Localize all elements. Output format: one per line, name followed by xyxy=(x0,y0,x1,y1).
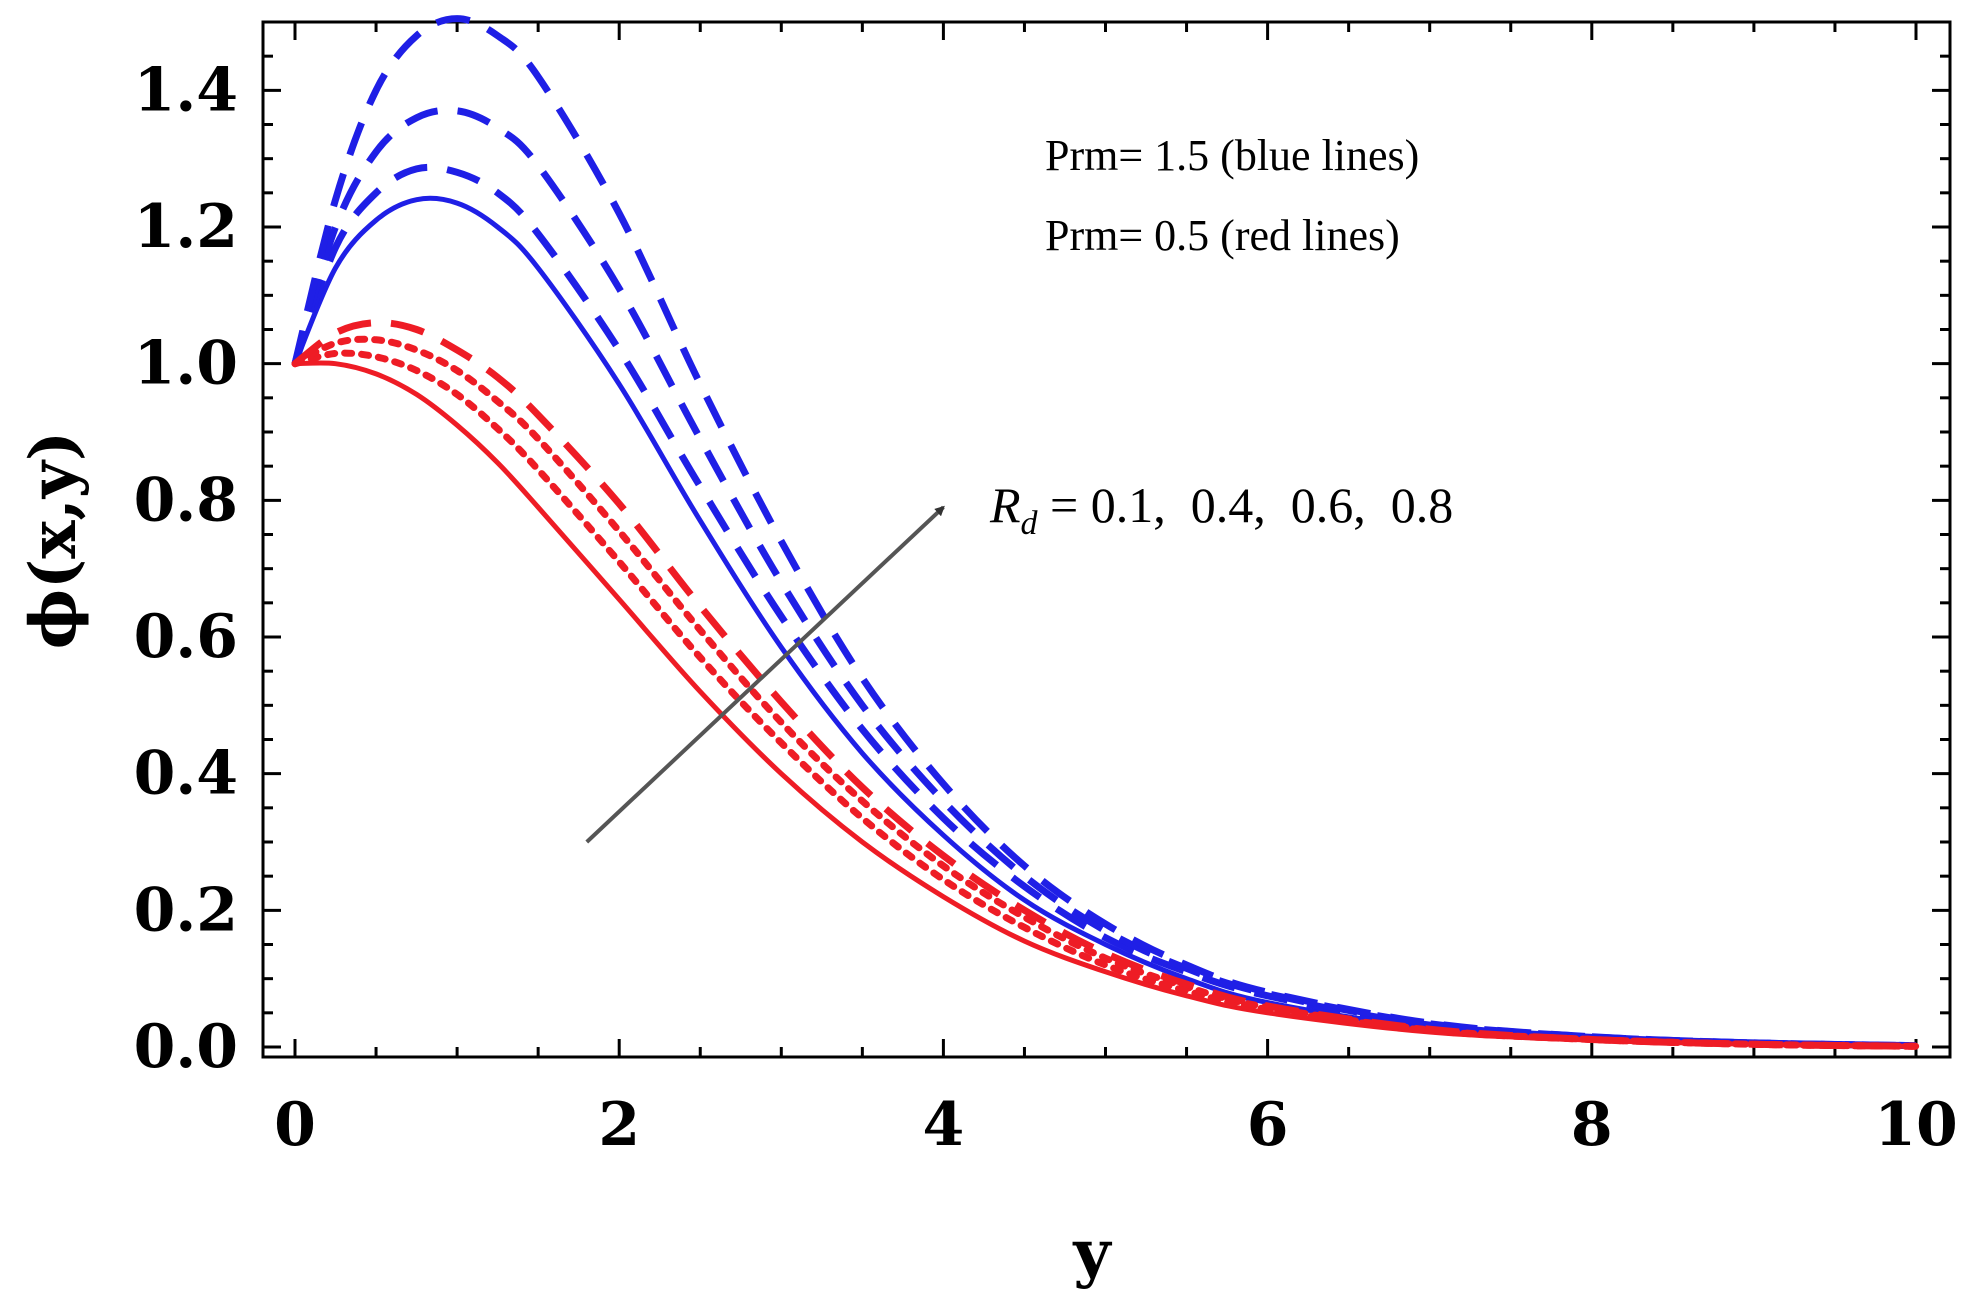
legend-blue: Prm= 1.5 (blue lines) xyxy=(1045,131,1419,180)
x-tick-label: 4 xyxy=(923,1090,965,1160)
y-tick-label: 0.2 xyxy=(134,875,238,945)
legend-red: Prm= 0.5 (red lines) xyxy=(1045,211,1400,260)
rd-subscript: d xyxy=(1021,505,1039,542)
series-line-blue-dashed-1 xyxy=(291,163,1917,1050)
y-tick-label: 1.2 xyxy=(134,192,238,262)
x-axis-title: y xyxy=(1072,1216,1112,1291)
rd-annotation: Rd = 0.1, 0.4, 0.6, 0.8 xyxy=(989,477,1453,542)
x-tick-label: 2 xyxy=(598,1090,640,1160)
x-tick-label: 8 xyxy=(1571,1090,1613,1160)
axis-ticks: 0 2 4 6 8 10 0.0 0.2 0.4 0.6 0.8 1.0 1.2 1.4 xyxy=(134,20,1958,1160)
y-tick-label: 0.0 xyxy=(134,1012,238,1082)
y-tick-label: 0.8 xyxy=(134,465,238,535)
y-tick-label: 1.0 xyxy=(134,329,238,399)
series-layer xyxy=(291,15,1920,1050)
x-tick-label: 10 xyxy=(1874,1090,1958,1160)
rd-values: = 0.1, 0.4, 0.6, 0.8 xyxy=(1038,477,1454,533)
increase-arrow xyxy=(585,505,945,844)
y-tick-label: 0.6 xyxy=(134,602,238,672)
arrow-layer xyxy=(585,505,945,844)
series-line-red-dashed-7 xyxy=(292,319,1917,1050)
y-axis-title: ϕ(x,y) xyxy=(16,431,91,649)
series-line-blue-dashed-3 xyxy=(291,15,1917,1050)
x-tick-label: 6 xyxy=(1247,1090,1289,1160)
rd-symbol: R xyxy=(989,477,1021,533)
y-tick-label: 1.4 xyxy=(134,55,238,125)
x-tick-label: 0 xyxy=(274,1090,316,1160)
y-tick-label: 0.4 xyxy=(134,739,238,809)
series-line-blue-solid-0 xyxy=(292,195,1917,1049)
